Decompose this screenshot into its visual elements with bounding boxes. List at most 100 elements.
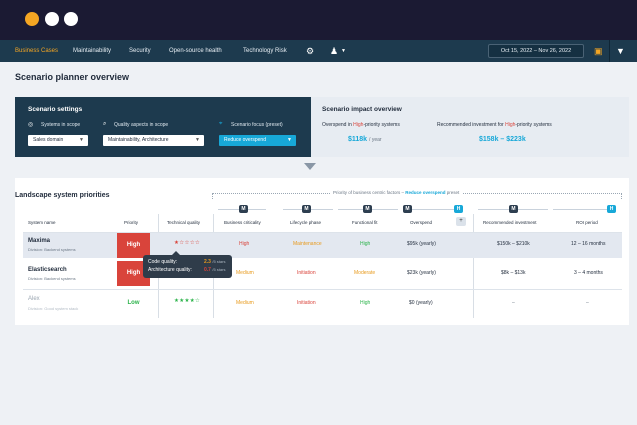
landscape-title: Landscape system priorities — [15, 192, 110, 199]
tooltip-code-label: Code quality: — [148, 259, 178, 265]
weight-handle-investment[interactable]: M — [509, 205, 518, 213]
quality-select-value: Maintainability, Architecture — [108, 137, 169, 143]
lifecycle-cell: Maintenance — [293, 241, 322, 247]
chevron-down-icon: ▼ — [287, 137, 292, 143]
overspend-cell: $0 (yearly) — [409, 300, 433, 306]
fit-cell: Moderate — [354, 270, 376, 276]
system-name[interactable]: Alex — [28, 296, 40, 302]
window-titlebar — [0, 0, 637, 40]
systems-label: Systems in scope — [41, 122, 81, 128]
investment-value: $158k – $223k — [479, 136, 526, 143]
col-recommended-investment[interactable]: Recommended investment — [483, 220, 537, 225]
col-technical-quality[interactable]: Technical quality — [167, 220, 201, 225]
investment-cell: $150k – $210k — [497, 241, 530, 247]
focus-select-value: Reduce overspend — [224, 137, 266, 143]
nav-business-cases[interactable]: Business Cases — [15, 48, 59, 54]
table-row-highlight — [23, 233, 622, 258]
nav-divider — [609, 40, 610, 62]
investment-cell: – — [512, 300, 515, 306]
date-range-field[interactable]: Oct 15, 2022 – Nov 26, 2022 — [488, 44, 584, 58]
arrow-down-icon — [304, 163, 316, 170]
roi-cell: 12 – 16 months — [571, 241, 606, 247]
weight-handle-lifecycle[interactable]: M — [302, 205, 311, 213]
add-factor-button[interactable]: + — [456, 217, 466, 226]
window-dot-white-1[interactable] — [45, 12, 59, 26]
calendar-icon[interactable]: ▣ — [594, 46, 603, 56]
weight-handle-functional-fit[interactable]: M — [363, 205, 372, 213]
fit-cell: High — [360, 300, 371, 306]
criticality-cell: Medium — [236, 300, 254, 306]
impact-title: Scenario impact overview — [322, 106, 402, 113]
user-icon[interactable]: ♟ — [330, 46, 339, 56]
lifecycle-cell: Initiation — [297, 270, 316, 276]
chevron-down-icon: ▼ — [79, 137, 84, 143]
col-priority[interactable]: Priority — [124, 220, 139, 225]
criticality-cell: Medium — [236, 270, 254, 276]
systems-select-value: Sales domain — [33, 137, 64, 143]
weight-handle-overspend[interactable]: H — [454, 205, 463, 213]
priority-badge: Low — [127, 300, 140, 306]
quality-tooltip: Code quality: 2.3 /5 stars Architecture … — [143, 255, 232, 278]
priority-note: Priority of business centric factors – R… — [330, 190, 463, 195]
nav-maintainability[interactable]: Maintainability — [73, 48, 112, 54]
system-name[interactable]: Elasticsearch — [28, 267, 67, 273]
quality-label: Quality aspects in scope — [114, 122, 169, 128]
nav-technology-risk[interactable]: Technology Risk — [243, 48, 287, 54]
lifecycle-cell: Initiation — [297, 300, 316, 306]
system-division: Division: Good system stack — [28, 306, 79, 311]
weight-handle-overspend-low[interactable]: M — [403, 205, 412, 213]
user-chevron-down-icon[interactable]: ▼ — [341, 48, 346, 54]
column-divider — [473, 214, 474, 318]
settings-title: Scenario settings — [28, 106, 83, 113]
nav-security[interactable]: Security — [129, 48, 151, 54]
filter-icon[interactable]: ▼ — [616, 46, 625, 56]
col-overspend[interactable]: Overspend — [410, 220, 433, 225]
col-lifecycle-phase[interactable]: Lifecycle phase — [290, 220, 322, 225]
row-divider — [23, 232, 622, 233]
slider-track — [553, 209, 613, 210]
system-division: Division: Backend systems — [28, 247, 76, 252]
tooltip-arch-label: Architecture quality: — [148, 267, 192, 273]
page-title: Scenario planner overview — [15, 72, 130, 82]
row-divider — [23, 289, 622, 290]
overspend-label: Overspend in High-priority systems — [322, 122, 400, 128]
focus-label: Scenario focus (preset) — [231, 122, 283, 128]
top-nav — [0, 40, 637, 62]
focus-select[interactable]: Reduce overspend ▼ — [219, 135, 296, 146]
roi-cell: 3 – 4 months — [574, 270, 603, 276]
tech-quality-stars[interactable]: ★☆☆☆☆ — [174, 240, 201, 246]
scenario-impact-panel: Scenario impact overview Overspend in Hi… — [311, 97, 629, 157]
window-dot-white-2[interactable] — [64, 12, 78, 26]
overspend-cell: $95k (yearly) — [407, 241, 436, 247]
target-icon: ◎ — [28, 122, 34, 128]
criticality-cell: High — [239, 241, 250, 247]
tech-quality-stars[interactable]: ★★★★☆ — [174, 298, 201, 304]
fit-cell: High — [360, 241, 371, 247]
slider-track — [410, 209, 460, 210]
crosshair-icon: ⌖ — [219, 121, 223, 127]
col-business-criticality[interactable]: Business criticality — [224, 220, 261, 225]
tooltip-caret — [172, 251, 180, 255]
nav-open-source-health[interactable]: Open-source health — [169, 48, 222, 54]
tooltip-arch-value: 0.7 /5 stars — [204, 267, 226, 273]
window-dot-orange[interactable] — [25, 12, 39, 26]
weight-handle-roi[interactable]: H — [607, 205, 616, 213]
priority-badge: High — [117, 233, 150, 258]
col-roi-period[interactable]: ROI period — [576, 220, 598, 225]
weight-handle-business-criticality[interactable]: M — [239, 205, 248, 213]
system-division: Division: Backend systems — [28, 276, 76, 281]
col-functional-fit[interactable]: Functional fit — [352, 220, 378, 225]
magnifier-icon: ⌕ — [103, 121, 107, 127]
quality-select[interactable]: Maintainability, Architecture ▼ — [103, 135, 204, 146]
scenario-settings-panel: Scenario settings ◎ Systems in scope ⌕ Q… — [15, 97, 311, 157]
chevron-down-icon: ▼ — [195, 137, 200, 143]
system-name[interactable]: Maxima — [28, 238, 51, 244]
overspend-cell: $23k (yearly) — [407, 270, 436, 276]
roi-cell: – — [586, 300, 589, 306]
investment-cell: $8k – $13k — [501, 270, 526, 276]
investment-label: Recommended investment for High-priority… — [437, 122, 552, 128]
col-system-name[interactable]: System name — [28, 220, 56, 225]
tooltip-code-value: 2.3 /5 stars — [204, 259, 226, 265]
gear-icon[interactable]: ⚙ — [306, 46, 315, 56]
systems-select[interactable]: Sales domain ▼ — [28, 135, 88, 146]
